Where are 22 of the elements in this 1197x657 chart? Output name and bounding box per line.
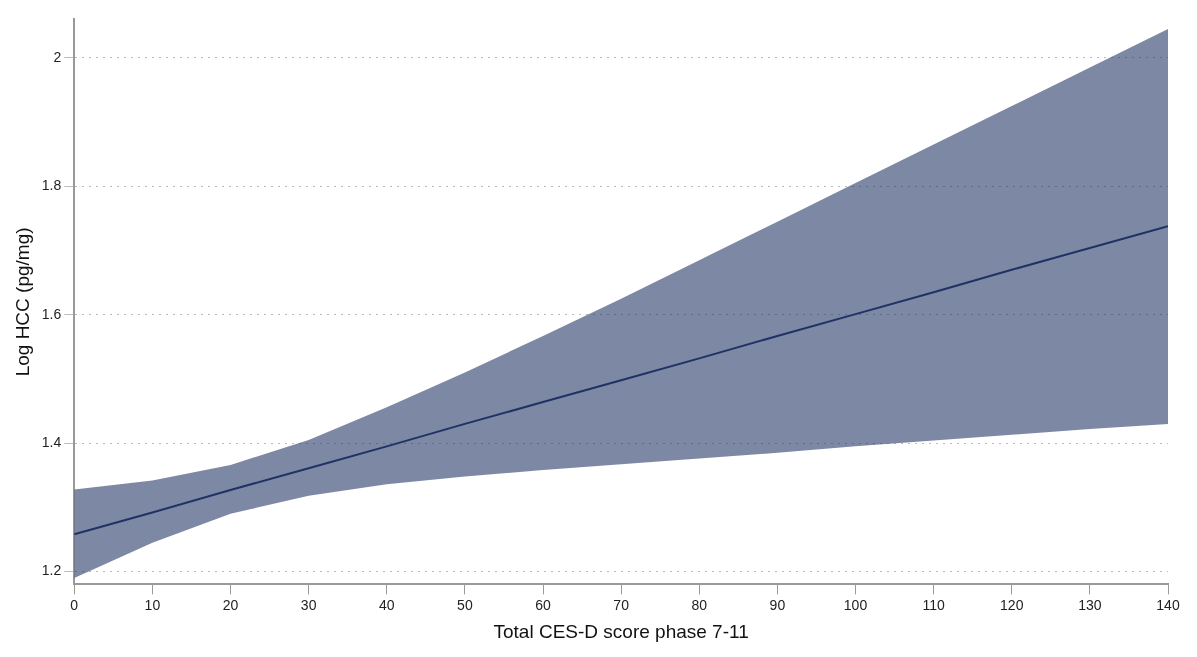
x-tick-label: 90 — [769, 596, 786, 613]
x-tick-label: 10 — [144, 596, 161, 613]
y-tick-label: 2 — [53, 48, 62, 65]
x-tick-label: 120 — [1000, 596, 1024, 613]
x-tick-label: 100 — [843, 596, 868, 613]
x-tick-label: 140 — [1156, 596, 1180, 613]
x-axis-title: Total CES-D score phase 7-11 — [493, 620, 749, 642]
x-tick-label: 50 — [457, 596, 473, 613]
y-axis-title: Log HCC (pg/mg) — [11, 227, 33, 377]
y-tick-label: 1.4 — [41, 434, 62, 451]
x-tick-label: 0 — [70, 596, 79, 613]
x-tick-label: 110 — [922, 596, 945, 613]
x-tick-label: 70 — [613, 596, 630, 613]
x-tick-label: 20 — [222, 596, 239, 613]
x-tick-label: 130 — [1078, 596, 1102, 613]
y-tick-label: 1.6 — [41, 305, 62, 322]
x-tick-label: 30 — [300, 596, 317, 613]
y-tick-label: 1.2 — [41, 562, 62, 579]
x-tick-label: 60 — [535, 596, 551, 613]
x-tick-label: 80 — [691, 596, 708, 613]
y-tick-label: 1.8 — [41, 177, 62, 194]
x-tick-label: 40 — [378, 596, 395, 613]
